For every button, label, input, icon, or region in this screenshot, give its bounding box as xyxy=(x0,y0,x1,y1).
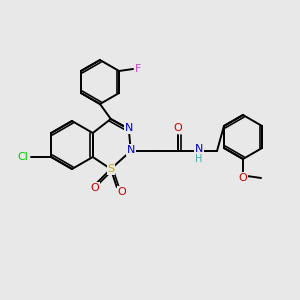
Text: N: N xyxy=(195,144,203,154)
Text: F: F xyxy=(135,64,141,74)
Text: O: O xyxy=(174,123,182,133)
Text: O: O xyxy=(238,173,247,183)
Text: Cl: Cl xyxy=(18,152,29,162)
Text: O: O xyxy=(90,183,99,193)
Text: N: N xyxy=(127,145,135,155)
Text: N: N xyxy=(124,123,133,133)
Text: H: H xyxy=(195,154,203,164)
Text: O: O xyxy=(117,187,126,197)
Text: S: S xyxy=(107,164,114,174)
